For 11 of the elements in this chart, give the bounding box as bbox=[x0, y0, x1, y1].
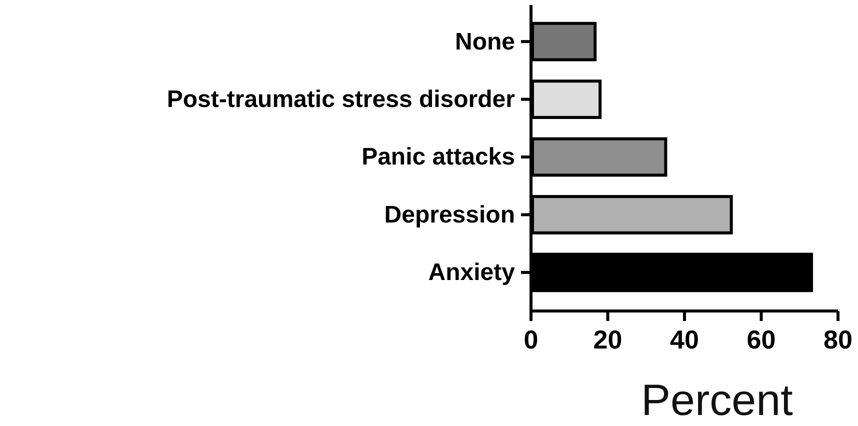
y-tick-label: Depression bbox=[384, 201, 515, 228]
y-tick-label: Post-traumatic stress disorder bbox=[166, 86, 515, 113]
y-tick-label: None bbox=[455, 28, 515, 56]
x-tick-label: 40 bbox=[670, 324, 699, 355]
x-tick-label: 80 bbox=[824, 324, 852, 355]
x-axis-title: Percent bbox=[641, 376, 793, 425]
y-tick-label: Anxiety bbox=[428, 259, 516, 286]
y-tick-label: Panic attacks bbox=[362, 144, 515, 171]
x-tick-label: 0 bbox=[524, 324, 538, 355]
x-tick-label: 20 bbox=[593, 324, 622, 355]
x-tick-label: 60 bbox=[746, 324, 776, 355]
